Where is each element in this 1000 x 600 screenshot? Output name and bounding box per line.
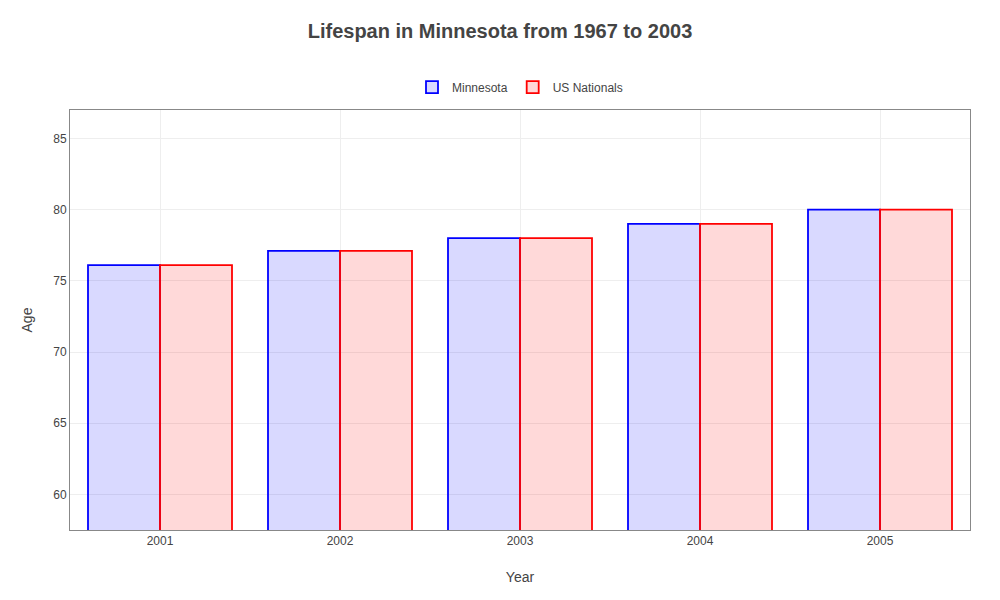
svg-text:2002: 2002	[327, 534, 354, 548]
svg-text:Minnesota: Minnesota	[452, 81, 508, 95]
svg-text:2004: 2004	[687, 534, 714, 548]
svg-text:US Nationals: US Nationals	[553, 81, 623, 95]
svg-text:2003: 2003	[507, 534, 534, 548]
svg-text:80: 80	[53, 203, 67, 217]
svg-text:Age: Age	[19, 307, 35, 332]
svg-text:70: 70	[53, 345, 67, 359]
svg-text:2005: 2005	[867, 534, 894, 548]
svg-text:Year: Year	[506, 569, 535, 585]
svg-text:Lifespan in Minnesota from 196: Lifespan in Minnesota from 1967 to 2003	[308, 20, 693, 42]
svg-text:85: 85	[53, 132, 67, 146]
svg-text:65: 65	[53, 416, 67, 430]
svg-text:60: 60	[53, 488, 67, 502]
svg-text:2001: 2001	[147, 534, 174, 548]
svg-text:75: 75	[53, 274, 67, 288]
